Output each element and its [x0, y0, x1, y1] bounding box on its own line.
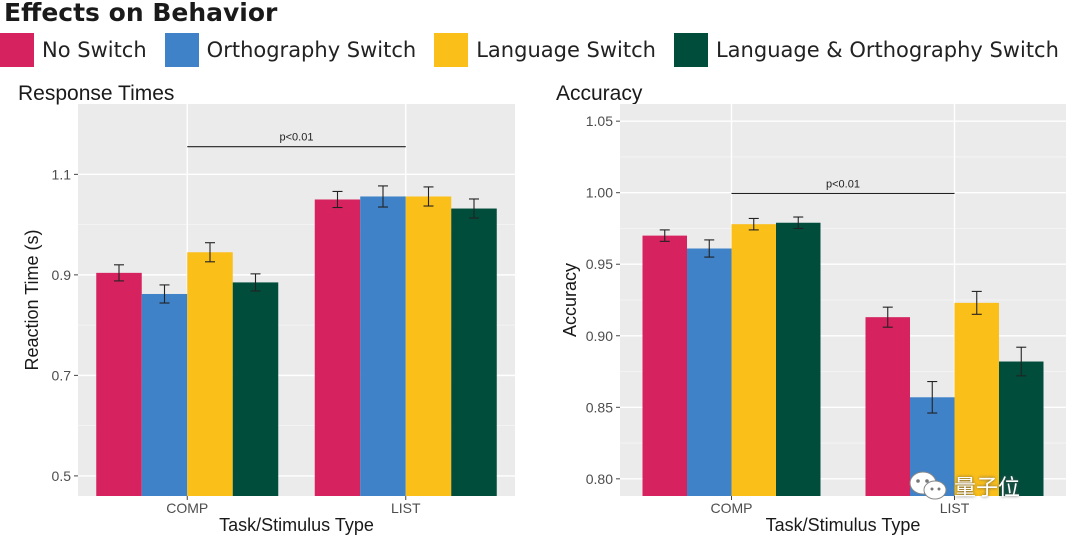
bar	[999, 361, 1044, 496]
watermark: 量子位	[908, 470, 1020, 502]
y-axis-label: Accuracy	[560, 263, 580, 337]
watermark-text: 量子位	[954, 475, 1021, 500]
legend-item: No Switch	[0, 33, 147, 67]
x-tick-label: COMP	[711, 500, 753, 516]
x-tick-label: LIST	[391, 500, 421, 516]
y-tick-label: 0.7	[52, 367, 72, 383]
bar	[96, 272, 142, 496]
legend-label: No Switch	[42, 38, 147, 62]
legend-swatch	[164, 33, 199, 67]
wechat-icon	[909, 471, 947, 500]
y-tick-label: 1.1	[52, 166, 72, 182]
accuracy-chart: Accuracy 0.80 0.85 0.90 0.95 1.00 1.05 COMP LIST…	[556, 82, 1066, 535]
y-axis-label: Reaction Time (s)	[22, 229, 42, 370]
panel-title: Response Times	[18, 82, 174, 105]
y-tick-label: 1.00	[586, 185, 613, 201]
x-axis-label: Task/Stimulus Type	[766, 515, 921, 535]
bar	[451, 208, 497, 497]
bar	[687, 248, 732, 496]
legend-swatch	[434, 33, 469, 67]
x-axis-label: Task/Stimulus Type	[219, 515, 374, 535]
significance-label: p<0.01	[280, 132, 314, 144]
legend-item: Language Switch	[434, 33, 656, 67]
response-times-chart: Response Times 0.5 0.7 0.9 1.1 COMP LIST p<0.01…	[18, 82, 515, 535]
bar	[954, 302, 999, 496]
x-tick-label: COMP	[166, 500, 208, 516]
y-tick-label: 0.85	[586, 399, 613, 415]
bar	[731, 224, 776, 497]
legend-label: Language & Orthography Switch	[715, 38, 1059, 62]
accuracy-panel: Accuracy 0.80 0.85 0.90 0.95 1.00 1.05 COMP LIST…	[540, 78, 1080, 537]
legend-swatch	[673, 33, 708, 67]
bar	[141, 293, 188, 496]
panel-title: Accuracy	[556, 82, 643, 105]
y-tick-label: 0.5	[52, 468, 72, 484]
bar	[642, 235, 687, 497]
bar	[776, 222, 821, 497]
x-tick-label: LIST	[940, 500, 970, 516]
legend-item: Language & Orthography Switch	[673, 33, 1059, 67]
bar	[314, 199, 361, 496]
y-tick-label: 0.80	[586, 471, 613, 487]
legend-label: Orthography Switch	[206, 38, 417, 62]
bar	[360, 196, 406, 496]
y-tick-label: 1.05	[586, 113, 613, 129]
response-times-panel: Response Times 0.5 0.7 0.9 1.1 COMP LIST p<0.01…	[0, 78, 530, 537]
significance-label: p<0.01	[826, 178, 860, 190]
y-tick-label: 0.90	[586, 328, 613, 344]
y-tick-label: 0.9	[52, 267, 72, 283]
legend-item: Orthography Switch	[164, 33, 417, 67]
legend-swatch	[0, 33, 34, 67]
legend: No Switch Orthography Switch Language Swit…	[0, 32, 1077, 68]
bar	[232, 282, 279, 496]
bar	[405, 196, 452, 496]
bar	[865, 317, 910, 496]
y-tick-label: 0.95	[586, 256, 613, 272]
legend-label: Language Switch	[476, 38, 656, 62]
figure-title: Effects on Behavior	[4, 0, 278, 27]
bar	[187, 252, 233, 496]
